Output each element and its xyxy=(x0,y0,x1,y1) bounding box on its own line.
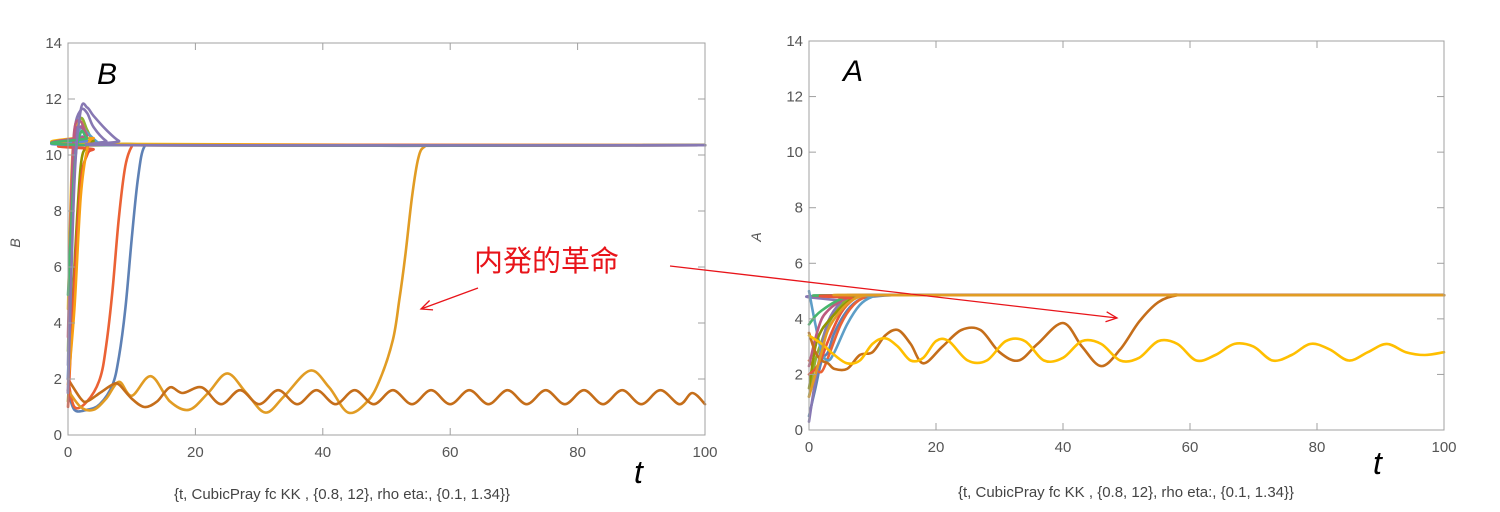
panel-b-y-tick-label: 4 xyxy=(54,315,62,332)
panel-a-y-tick-label: 10 xyxy=(786,144,803,161)
panel-b-series-line-4 xyxy=(66,377,707,409)
panel-a-x-tick-label: 100 xyxy=(1431,439,1456,456)
panel-b-series-line-6 xyxy=(66,107,707,367)
panel-b-caption: {t, CubicPray fc KK , {0.8, 12}, rho eta… xyxy=(174,486,510,503)
panel-b-y-tick-label: 2 xyxy=(54,371,62,388)
panel-b-series-line-16 xyxy=(66,102,707,395)
panel-b-series-line-5 xyxy=(57,116,707,353)
revolution-annotation: 内発的革命 xyxy=(419,245,1119,323)
panel-b-x-tick-label: 20 xyxy=(187,444,204,461)
panel-b-y-tick-label: 8 xyxy=(54,203,62,220)
panel-a-series-line-5 xyxy=(807,289,1446,362)
panel-b-ticks: 0 20 40 60 80 100 0 2 4 6 8 10 12 14 xyxy=(45,35,717,461)
panel-b-y-tick-label: 10 xyxy=(45,147,62,164)
panel-a-series-line-3 xyxy=(807,293,1446,398)
panel-a-y-tick-label: 0 xyxy=(795,422,803,439)
panel-b-y-tick-label: 12 xyxy=(45,91,62,108)
panel-a-caption: {t, CubicPray fc KK , {0.8, 12}, rho eta… xyxy=(958,484,1294,501)
panel-b-y-tick-label: 6 xyxy=(54,259,62,276)
panel-b-series-line-3 xyxy=(66,143,707,415)
panel-b-title: B xyxy=(97,58,117,91)
panel-a-y-tick-label: 8 xyxy=(795,200,803,217)
panel-a-series-line-8 xyxy=(807,293,1446,326)
panel-a-y-tick-label: 4 xyxy=(795,311,803,328)
panel-b-x-tick-label: 40 xyxy=(314,444,331,461)
annotation-arrow-left xyxy=(419,287,479,311)
panel-a-series-line-11 xyxy=(807,334,1446,366)
panel-a-y-tick-label: 14 xyxy=(786,33,803,50)
panel-a-x-tick-label: 40 xyxy=(1055,439,1072,456)
panel-a-x-tick-label: 60 xyxy=(1182,439,1199,456)
panel-a-series-line-12 xyxy=(807,293,1446,398)
panel-b-frame xyxy=(67,42,706,436)
annotation-label: 内発的革命 xyxy=(474,245,619,278)
panel-a-series-line-4 xyxy=(805,293,1446,423)
panel-b-curves xyxy=(50,102,707,415)
panel-a-y-tick-label: 12 xyxy=(786,89,803,106)
panel-b-x-tick-label: 100 xyxy=(692,444,717,461)
panel-b-series-line-8 xyxy=(50,120,707,311)
panel-b-x-tick-label: 80 xyxy=(569,444,586,461)
annotation-arrow-right xyxy=(669,265,1119,323)
panel-a-frame xyxy=(808,40,1445,431)
panel-b-y-tick-label: 0 xyxy=(54,427,62,444)
panel-b-x-axis-label: t xyxy=(634,454,644,490)
panel-a-x-tick-label: 20 xyxy=(928,439,945,456)
panel-b-x-tick-label: 0 xyxy=(64,444,72,461)
panel-b-series-line-14 xyxy=(50,119,707,339)
panel-a-x-tick-label: 0 xyxy=(805,439,813,456)
panel-b-x-tick-label: 60 xyxy=(442,444,459,461)
panel-a-x-tick-label: 80 xyxy=(1309,439,1326,456)
panel-b-y-tick-label: 14 xyxy=(45,35,62,52)
panel-a-curves xyxy=(805,289,1446,423)
panel-a-chart: 0 20 40 60 80 100 0 2 4 6 8 10 12 14 A A t {t, CubicP… xyxy=(748,33,1457,501)
panel-a-ticks: 0 20 40 60 80 100 0 2 4 6 8 10 12 14 xyxy=(786,33,1456,456)
panel-a-title: A xyxy=(841,55,863,88)
panel-b-y-axis-label: B xyxy=(7,238,23,247)
panel-a-y-axis-label: A xyxy=(748,232,764,242)
panel-a-y-tick-label: 6 xyxy=(795,255,803,272)
panel-a-series-line-10 xyxy=(807,293,1446,372)
panel-a-y-tick-label: 2 xyxy=(795,366,803,383)
panel-a-x-axis-label: t xyxy=(1373,445,1383,481)
panel-b-chart: 0 20 40 60 80 100 0 2 4 6 8 10 12 14 B B t {t, CubicP… xyxy=(7,35,718,503)
